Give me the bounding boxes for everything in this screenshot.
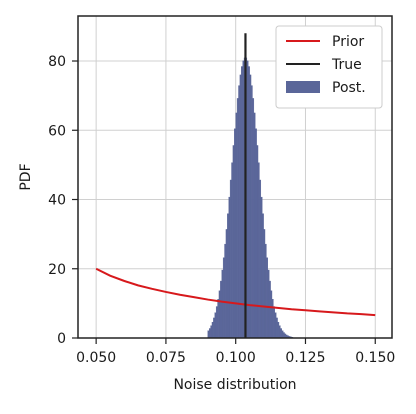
histogram-bar [257,162,260,339]
histogram-bar [221,269,224,339]
histogram-bar [215,306,218,339]
y-tick-label: 0 [57,331,66,347]
histogram-bar [274,312,277,339]
histogram-bar [248,66,250,339]
histogram-bar [236,98,239,339]
histogram-bar [224,243,227,339]
histogram-bar [281,330,284,339]
histogram-bar [222,257,225,339]
histogram-bar [220,280,222,339]
histogram-bar [282,332,285,339]
x-axis-ticks: 0.050 0.075 0.100 0.125 0.150 [76,338,395,366]
histogram-bar [277,321,280,339]
histogram-bar [231,162,234,339]
histogram-bar [278,325,281,339]
x-tick-label: 0.150 [355,350,395,366]
histogram-bar [213,317,215,339]
histogram-bar [218,290,221,339]
histogram-bar [266,257,268,339]
plot-frame [77,15,393,339]
histogram-bar [270,290,273,339]
histogram-bar [262,213,264,339]
histogram-bar [234,128,236,339]
prior-curve [95,267,376,317]
histogram-bar [232,145,235,339]
histogram-bar [239,74,242,339]
legend-box [275,25,383,109]
histogram-bar [207,330,210,339]
histogram-bar [267,269,270,339]
histogram-bar [249,74,252,339]
histogram-bar [238,85,241,339]
histogram-bar [228,196,231,339]
histogram-bar [280,328,282,339]
histogram-bar [264,243,267,339]
histogram-bar [210,325,213,339]
legend-item-prior: Prior [286,34,364,50]
legend-post-label: Post. [332,80,366,96]
histogram-bar [246,60,249,339]
histogram-bar [275,317,278,339]
x-tick-label: 0.125 [285,350,325,366]
histogram-bar [217,299,220,339]
legend-item-true: True [286,57,362,73]
histogram-bar [260,196,263,339]
histogram-bar [208,328,211,339]
legend: Prior True Post. [275,25,383,109]
y-axis-label: PDF [18,163,34,190]
y-tick-label: 40 [48,193,66,209]
histogram-bar [227,213,229,339]
histogram-bar [242,60,245,339]
histogram-bar [252,98,255,339]
y-tick-label: 20 [48,262,66,278]
x-axis-label: Noise distribution [173,377,296,393]
histogram-bar [273,306,275,339]
histogram-bar [271,299,274,339]
legend-true-label: True [331,57,362,73]
histogram-bar [241,66,243,339]
histogram-bar [253,112,256,339]
histogram-bar [250,85,253,339]
histogram-bar [263,229,266,339]
x-tick-label: 0.100 [216,350,256,366]
histogram-bar [268,280,271,339]
y-tick-label: 80 [48,54,66,70]
histogram-bar [229,179,232,339]
x-tick-label: 0.075 [146,350,186,366]
x-tick-label: 0.050 [76,350,116,366]
histogram-bar [214,312,217,339]
histogram-bar [211,321,214,339]
y-axis-ticks: 0 20 40 60 80 [48,54,78,347]
histogram-bar [256,145,259,339]
histogram-bar [225,229,228,339]
legend-post-swatch [286,81,320,93]
legend-item-post: Post. [286,80,366,96]
legend-prior-label: Prior [332,34,364,50]
y-tick-label: 60 [48,123,66,139]
histogram-bar [259,179,262,339]
